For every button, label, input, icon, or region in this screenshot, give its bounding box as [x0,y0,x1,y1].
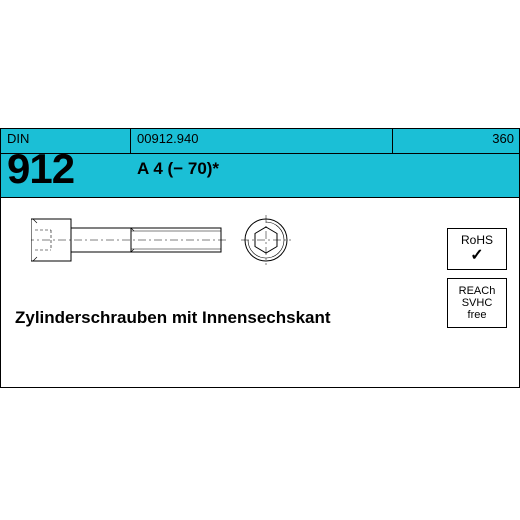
reach-badge: REACh SVHC free [447,278,507,328]
reach-line3: free [468,309,487,321]
header-bar: DIN 00912.940 360 912 A 4 (− 70)* [0,128,520,198]
rohs-badge: RoHS ✓ [447,228,507,270]
standard-number: 912 [7,145,74,193]
check-icon: ✓ [470,247,483,265]
screw-drawing [31,210,321,280]
main-panel: Zylinderschrauben mit Innensechskant RoH… [0,198,520,388]
reach-line1: REACh [459,285,496,297]
product-card: DIN 00912.940 360 912 A 4 (− 70)* [0,128,520,388]
rohs-label: RoHS [461,234,493,247]
quantity: 360 [393,129,520,154]
part-number: 00912.940 [131,129,393,154]
material-spec: A 4 (− 70)* [137,159,219,179]
reach-line2: SVHC [462,297,493,309]
product-description: Zylinderschrauben mit Innensechskant [15,308,331,328]
